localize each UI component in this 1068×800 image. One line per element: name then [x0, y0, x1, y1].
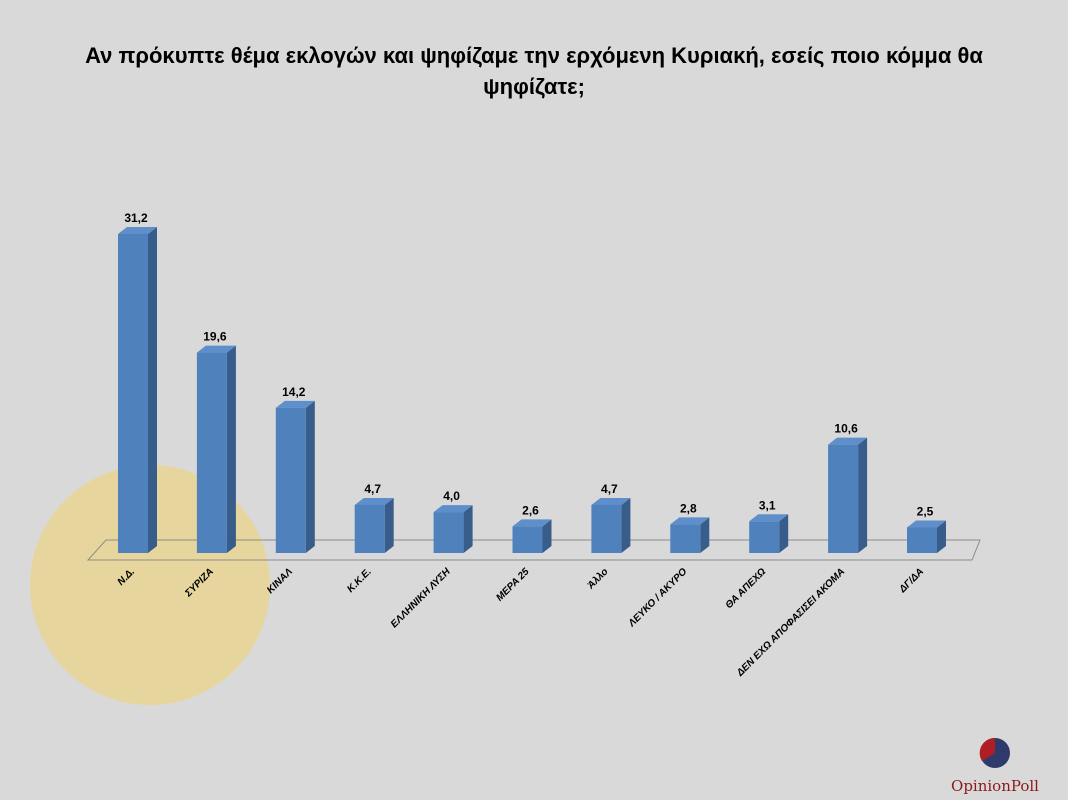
- bar: [907, 520, 946, 553]
- category-label: Κ.Κ.Ε.: [345, 566, 374, 595]
- logo-text: OpinionPoll: [951, 777, 1039, 795]
- bar: [196, 345, 236, 553]
- data-label: 4,7: [364, 482, 381, 496]
- data-label: 2,8: [680, 501, 697, 515]
- bar-front: [591, 504, 622, 553]
- data-label: 3,1: [759, 498, 776, 512]
- bar: [512, 519, 552, 553]
- bar: [828, 437, 868, 553]
- data-label: 14,2: [282, 385, 306, 399]
- bar-top: [354, 497, 394, 505]
- chart-title: Αν πρόκυπτε θέμα εκλογών και ψηφίζαμε τη…: [85, 43, 983, 99]
- bar-front: [828, 444, 859, 553]
- bar-top: [433, 505, 473, 513]
- bar-front: [749, 521, 780, 553]
- bar: [118, 227, 157, 553]
- bar: [670, 517, 710, 553]
- bar-side: [779, 514, 789, 553]
- bar-front: [433, 512, 464, 553]
- logo-pie-icon: [979, 737, 1010, 768]
- data-label: 10,6: [834, 422, 858, 436]
- bar-front: [275, 407, 306, 553]
- bar-side: [148, 227, 157, 553]
- opinionpoll-logo: OpinionPoll: [940, 736, 1050, 795]
- bar: [591, 497, 631, 553]
- data-label: 4,7: [601, 482, 618, 496]
- bar-front: [670, 524, 701, 553]
- category-label: ΜΕΡΑ 25: [494, 566, 532, 604]
- bar-front: [118, 234, 148, 553]
- bar-front: [907, 527, 937, 553]
- bar-front: [354, 504, 385, 553]
- category-label: ΘΑ ΑΠΕΧΩ: [724, 566, 769, 611]
- bar-side: [621, 497, 631, 553]
- bar: [433, 505, 473, 553]
- data-label: 19,6: [203, 330, 227, 344]
- bar-top: [907, 520, 946, 528]
- bar-top: [591, 497, 631, 505]
- bar-top: [196, 345, 236, 353]
- data-label: 2,5: [917, 504, 934, 518]
- bar-side: [858, 437, 868, 553]
- bar-top: [118, 227, 157, 234]
- category-label: Άλλο: [585, 566, 611, 592]
- bar-top: [275, 400, 315, 408]
- bar: [275, 400, 315, 553]
- category-label: ΕΛΛΗΝΙΚΗ ΛΥΣΗ: [389, 566, 453, 630]
- bar-front: [196, 352, 227, 553]
- bar-side: [937, 520, 946, 553]
- bar-side: [305, 400, 315, 553]
- chart-floor: [86, 539, 981, 561]
- bar-side: [226, 345, 236, 553]
- bar-side: [700, 517, 710, 553]
- data-label: 2,6: [522, 503, 539, 517]
- bar-front: [512, 526, 543, 553]
- bar-top: [512, 519, 552, 527]
- bar-top: [670, 517, 710, 525]
- bar-top: [749, 514, 789, 522]
- data-label: 31,2: [124, 211, 148, 225]
- category-label: ΛΕΥΚΟ / ΑΚΥΡΟ: [626, 566, 690, 630]
- bar-side: [463, 505, 473, 553]
- bar-top: [828, 437, 868, 445]
- bar: [749, 514, 789, 553]
- data-label: 4,0: [443, 489, 460, 503]
- bar-side: [542, 519, 552, 553]
- bar-side: [384, 497, 394, 553]
- category-label: ΔΓ/ΔΑ: [897, 566, 926, 595]
- bar: [354, 497, 394, 553]
